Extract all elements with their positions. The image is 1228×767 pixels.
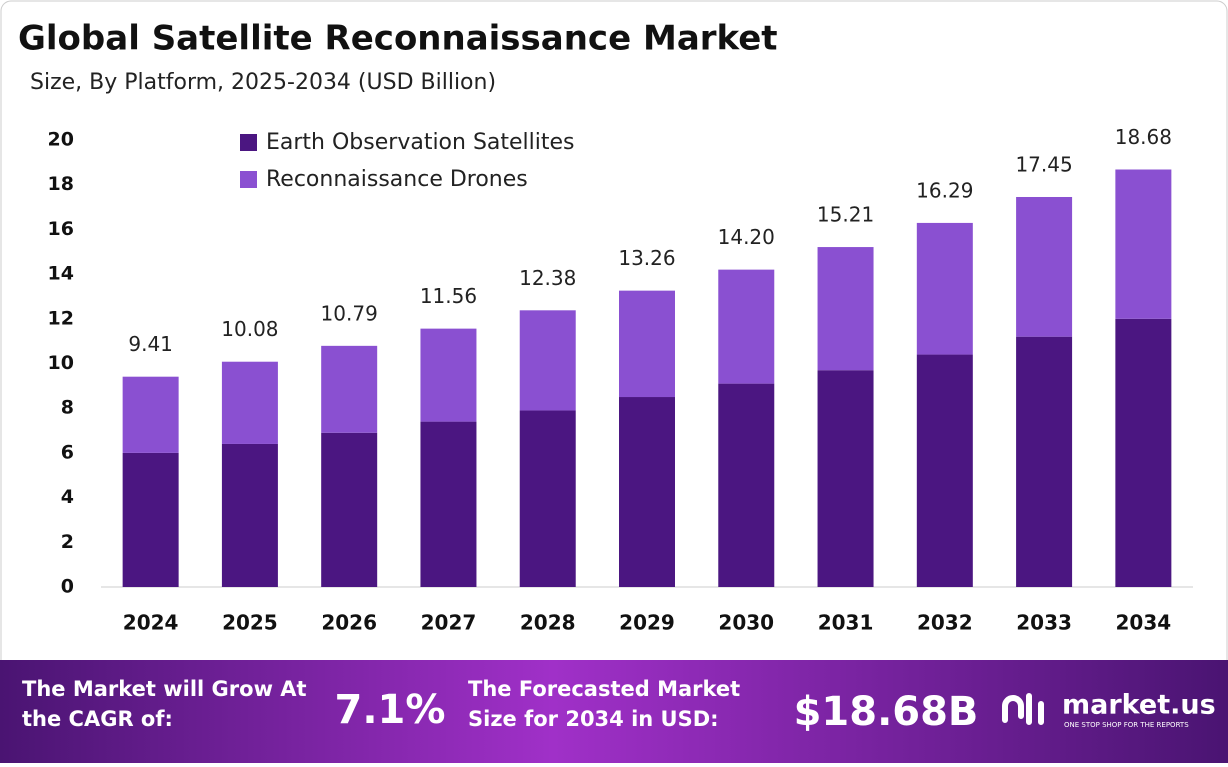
bar-segment <box>718 269 775 384</box>
y-tick-label: 20 <box>48 129 74 151</box>
x-tick-label: 2028 <box>520 611 576 635</box>
total-label: 10.08 <box>221 317 278 341</box>
y-tick-label: 6 <box>61 441 74 463</box>
total-label: 11.56 <box>420 284 477 308</box>
bar-segment <box>916 222 973 355</box>
legend-swatch <box>240 171 257 188</box>
total-label: 14.20 <box>718 225 775 249</box>
bar-segment <box>122 452 179 587</box>
cagr-text: The Market will Grow At the CAGR of: <box>22 677 307 731</box>
x-tick-label: 2033 <box>1016 611 1072 635</box>
bar-segment <box>420 421 477 587</box>
y-tick-label: 12 <box>48 307 74 329</box>
forecast-value: $18.68B <box>794 689 979 735</box>
brand-logo <box>1002 693 1044 725</box>
total-label: 13.26 <box>618 246 675 270</box>
y-tick-label: 2 <box>61 531 74 553</box>
y-tick-label: 18 <box>48 173 74 195</box>
bar-segment <box>420 328 477 422</box>
y-tick-label: 4 <box>61 486 74 508</box>
bar-segment <box>619 397 675 587</box>
y-tick-label: 8 <box>61 397 74 419</box>
legend-label: Earth Observation Satellites <box>266 130 575 155</box>
brand-name: market.us <box>1062 690 1216 721</box>
bar-segment <box>122 376 179 453</box>
bar-segment <box>1115 169 1172 319</box>
chart-title: Global Satellite Reconnaissance Market <box>18 19 778 59</box>
y-tick-label: 14 <box>48 263 74 285</box>
cagr-value: 7.1% <box>335 687 446 733</box>
bar-segment <box>1016 196 1073 337</box>
x-tick-label: 2034 <box>1116 611 1172 635</box>
chart-subtitle: Size, By Platform, 2025-2034 (USD Billio… <box>30 70 496 95</box>
total-label: 16.29 <box>916 178 973 202</box>
x-tick-label: 2032 <box>917 611 973 635</box>
bar-segment <box>221 361 278 444</box>
y-tick-label: 0 <box>61 576 74 598</box>
x-tick-label: 2029 <box>619 611 675 635</box>
legend-swatch <box>240 134 257 151</box>
footer-cagr-box: The Market will Grow At the CAGR of: <box>22 677 307 731</box>
bar-segment <box>221 443 278 587</box>
footer-forecast-box: The Forecasted Market Size for 2034 in U… <box>468 677 741 731</box>
x-tick-label: 2026 <box>321 611 377 635</box>
bar-segment <box>519 410 576 587</box>
total-label: 9.41 <box>128 332 173 356</box>
bar-segment <box>1115 318 1172 587</box>
total-label: 18.68 <box>1115 125 1172 149</box>
total-label: 10.79 <box>321 301 378 325</box>
bar-segment <box>1016 336 1073 587</box>
bar-segment <box>619 290 675 398</box>
x-tick-label: 2031 <box>818 611 874 635</box>
x-tick-label: 2030 <box>718 611 774 635</box>
bar-segment <box>321 345 378 433</box>
x-tick-label: 2025 <box>222 611 278 635</box>
bar-segment <box>916 354 973 587</box>
brand-tagline: ONE STOP SHOP FOR THE REPORTS <box>1064 721 1189 729</box>
bar-segment <box>321 432 378 587</box>
x-tick-label: 2027 <box>421 611 477 635</box>
bar-segment <box>718 383 775 587</box>
total-label: 17.45 <box>1015 152 1072 176</box>
bar-segment <box>817 370 874 587</box>
total-label: 12.38 <box>519 266 576 290</box>
total-label: 15.21 <box>817 203 874 227</box>
forecast-text: The Forecasted Market Size for 2034 in U… <box>468 677 741 731</box>
y-tick-label: 16 <box>48 218 74 240</box>
x-tick-label: 2024 <box>123 611 179 635</box>
legend-label: Reconnaissance Drones <box>266 167 528 192</box>
bar-segment <box>519 310 576 411</box>
y-tick-label: 10 <box>48 352 74 374</box>
bar-segment <box>817 247 874 371</box>
